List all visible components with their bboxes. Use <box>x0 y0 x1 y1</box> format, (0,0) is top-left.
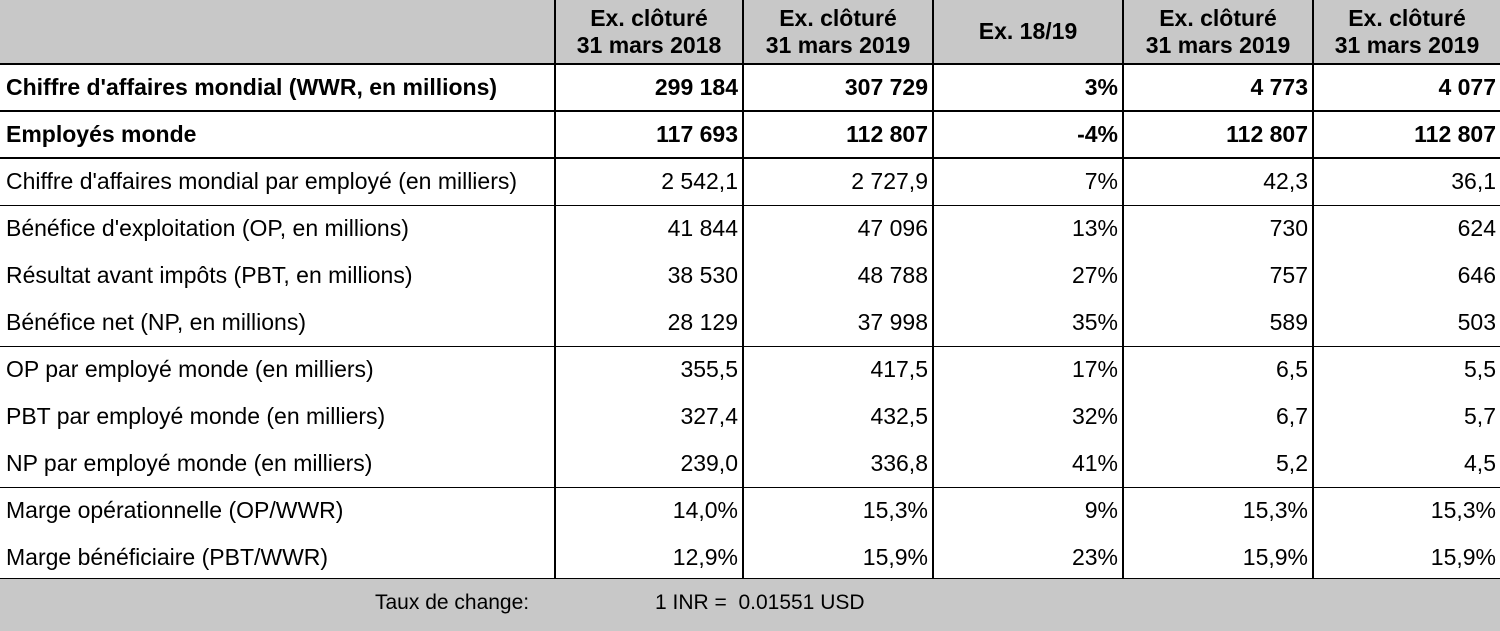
cell-value: -4% <box>932 111 1123 159</box>
row-label: Marge bénéficiaire (PBT/WWR) <box>6 544 329 570</box>
cell-value: 5,2 <box>1122 440 1313 488</box>
row-label: NP par employé monde (en milliers) <box>0 440 555 488</box>
cell-value: 239,0 <box>554 440 743 488</box>
cell-value: 336,8 <box>742 440 933 488</box>
cell-value: 28 129 <box>554 299 743 347</box>
cell-value: 41 844 <box>554 205 743 252</box>
header-col-line2: 31 mars 2019 <box>765 31 911 58</box>
row-label: Chiffre d'affaires mondial (WWR, en mill… <box>0 64 555 112</box>
header-col-fy2018: Ex. clôturé 31 mars 2018 <box>554 0 743 65</box>
cell-value: 27% <box>932 252 1123 299</box>
cell-value: 37 998 <box>742 299 933 347</box>
cell-value: 15,3% <box>742 487 933 534</box>
cell-value: 4 773 <box>1122 64 1313 112</box>
cell-value: 13% <box>932 205 1123 252</box>
header-col-fy2019-c: Ex. clôturé 31 mars 2019 <box>1312 0 1500 65</box>
cell-value: 5,5 <box>1312 346 1500 393</box>
header-col-line1: Ex. clôturé <box>779 4 897 31</box>
cell-value: 17% <box>932 346 1123 393</box>
cell-value: 15,9% <box>742 534 933 581</box>
cell-value: 36,1 <box>1312 158 1500 206</box>
table-row: Chiffre d'affaires mondial par employé (… <box>0 158 1500 206</box>
table-row: Chiffre d'affaires mondial (WWR, en mill… <box>0 64 1500 112</box>
row-label: Marge opérationnelle (OP/WWR) <box>6 497 344 524</box>
cell-value: 2 542,1 <box>554 158 743 206</box>
cell-value: 327,4 <box>554 393 743 440</box>
cell-value: 47 096 <box>742 205 933 252</box>
cell-value: 15,9% <box>1122 534 1313 581</box>
header-col-fy2019: Ex. clôturé 31 mars 2019 <box>742 0 933 65</box>
cell-value: 15,3% <box>1122 487 1313 534</box>
cell-value: 15,9% <box>1312 534 1500 581</box>
exchange-rate-footer: Taux de change: 1 INR = 0.01551 USD <box>0 578 1500 631</box>
row-label: PBT par employé monde (en milliers) <box>6 403 386 429</box>
exchange-rate-value: 1 INR = 0.01551 USD <box>655 591 865 614</box>
row-label: Bénéfice d'exploitation (OP, en millions… <box>6 215 409 242</box>
table-row: Marge opérationnelle (OP/WWR) 14,0% 15,3… <box>0 487 1500 534</box>
cell-value: 4,5 <box>1312 440 1500 488</box>
table-row: Résultat avant impôts (PBT, en millions)… <box>0 252 1500 299</box>
header-col-fy2019-b: Ex. clôturé 31 mars 2019 <box>1122 0 1313 65</box>
row-label: Bénéfice net (NP, en millions) <box>0 299 555 347</box>
cell-value: 299 184 <box>554 64 743 112</box>
cell-value: 624 <box>1312 205 1500 252</box>
cell-value: 42,3 <box>1122 158 1313 206</box>
exchange-rate-label: Taux de change: <box>375 591 530 614</box>
cell-value: 4 077 <box>1312 64 1500 112</box>
cell-value: 7% <box>932 158 1123 206</box>
cell-value: 23% <box>932 534 1123 581</box>
cell-value: 41% <box>932 440 1123 488</box>
header-col-line2: 31 mars 2019 <box>1145 31 1291 58</box>
cell-value: 15,3% <box>1312 487 1500 534</box>
cell-value: 757 <box>1122 252 1313 299</box>
cell-value: 589 <box>1122 299 1313 347</box>
row-label: Employés monde <box>0 111 555 159</box>
cell-value: 432,5 <box>742 393 933 440</box>
cell-value: 117 693 <box>554 111 743 159</box>
row-label: OP par employé monde (en milliers) <box>6 356 374 383</box>
cell-value: 48 788 <box>742 252 933 299</box>
cell-value: 6,7 <box>1122 393 1313 440</box>
cell-value: 12,9% <box>554 534 743 581</box>
cell-value: 5,7 <box>1312 393 1500 440</box>
header-row: Ex. clôturé 31 mars 2018 Ex. clôturé 31 … <box>0 0 1500 65</box>
cell-value: 38 530 <box>554 252 743 299</box>
cell-value: 6,5 <box>1122 346 1313 393</box>
header-col-line1: Ex. clôturé <box>1348 4 1466 31</box>
cell-value: 730 <box>1122 205 1313 252</box>
cell-value: 417,5 <box>742 346 933 393</box>
table-row: Bénéfice d'exploitation (OP, en millions… <box>0 205 1500 252</box>
cell-value: 2 727,9 <box>742 158 933 206</box>
cell-value: 503 <box>1312 299 1500 347</box>
cell-value: 112 807 <box>742 111 933 159</box>
header-col-line1: Ex. clôturé <box>590 4 708 31</box>
table-row: Marge bénéficiaire (PBT/WWR) 12,9% 15,9%… <box>0 534 1500 581</box>
cell-value: 307 729 <box>742 64 933 112</box>
table-row: PBT par employé monde (en milliers) 327,… <box>0 393 1500 440</box>
row-label: Résultat avant impôts (PBT, en millions) <box>6 262 413 288</box>
cell-value: 355,5 <box>554 346 743 393</box>
table-row: Employés monde 117 693 112 807 -4% 112 8… <box>0 111 1500 159</box>
table-row: Bénéfice net (NP, en millions) 28 129 37… <box>0 299 1500 347</box>
row-label: Chiffre d'affaires mondial par employé (… <box>0 158 555 206</box>
table-row: OP par employé monde (en milliers) 355,5… <box>0 346 1500 393</box>
cell-value: 112 807 <box>1122 111 1313 159</box>
header-col-line2: 31 mars 2018 <box>576 31 722 58</box>
table-row: NP par employé monde (en milliers) 239,0… <box>0 440 1500 488</box>
cell-value: 35% <box>932 299 1123 347</box>
cell-value: 32% <box>932 393 1123 440</box>
header-col-line2: 31 mars 2019 <box>1334 31 1480 58</box>
cell-value: 646 <box>1312 252 1500 299</box>
header-label-cell <box>0 0 555 65</box>
header-col-line1: Ex. 18/19 <box>978 18 1078 44</box>
header-col-change: Ex. 18/19 <box>932 0 1123 65</box>
header-col-line1: Ex. clôturé <box>1159 4 1277 31</box>
cell-value: 14,0% <box>554 487 743 534</box>
cell-value: 112 807 <box>1312 111 1500 159</box>
cell-value: 3% <box>932 64 1123 112</box>
cell-value: 9% <box>932 487 1123 534</box>
